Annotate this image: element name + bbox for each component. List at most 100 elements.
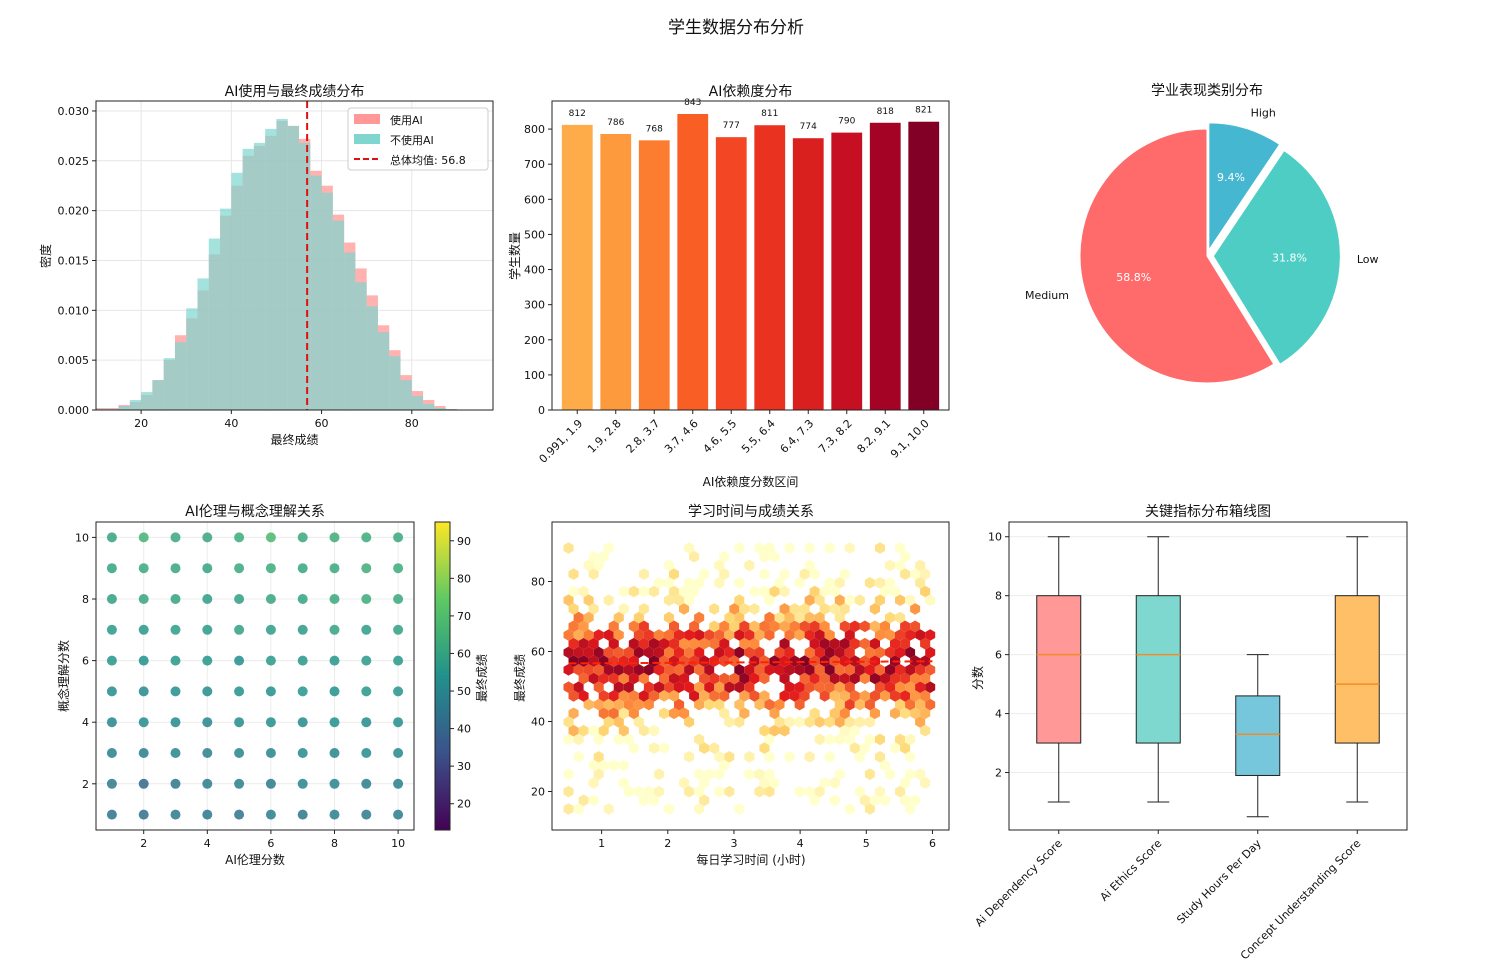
hexbin-cell: [910, 655, 921, 667]
hexbin-cell: [819, 637, 830, 650]
hexbin-cell: [669, 637, 679, 650]
hist-title: AI使用与最终成绩分布: [225, 83, 365, 100]
hexbin-cell: [804, 594, 815, 606]
hist-bar-no-ai: [287, 125, 300, 410]
hexbin-cell: [568, 603, 579, 615]
hexbin-cell: [809, 794, 820, 807]
scatter-point: [138, 717, 149, 728]
hist-ytick-label: 0.005: [58, 354, 90, 367]
hexbin-cell: [794, 698, 805, 711]
scatter-xtick-label: 2: [140, 837, 147, 850]
scatter-point: [265, 686, 276, 697]
hexbin-cell: [819, 585, 830, 598]
hexbin-cell: [829, 777, 840, 789]
hexbin-cell: [734, 594, 745, 606]
hexbin-cell: [739, 707, 750, 720]
hexbin-cell: [880, 585, 890, 598]
hist-bar-no-ai: [344, 252, 356, 410]
bar-xtick-label: 4.6, 5.5: [700, 417, 739, 456]
hexbin-cell: [844, 664, 855, 676]
hexbin-cell: [814, 594, 825, 606]
hexbin-cell: [784, 716, 795, 728]
pie-panel: 学业表现类别分布 9.4% High 31.8% Low 58.8% Medium: [1025, 83, 1379, 384]
scatter-point: [393, 748, 404, 758]
hexbin-ylabel: 最终成绩: [512, 654, 527, 702]
hexbin-cell: [749, 690, 760, 702]
hexbin-cell: [709, 690, 720, 702]
hexbin-cell: [608, 620, 619, 633]
hexbin-cell: [608, 690, 619, 702]
hexbin-cell: [809, 585, 820, 598]
hexbin-cell: [824, 716, 835, 728]
hexbin-xtick-label: 4: [797, 837, 804, 850]
hexbin-cell: [638, 620, 649, 633]
pie-slice: [1208, 122, 1281, 252]
hexbin-cell: [603, 646, 614, 659]
hexbin-cell: [839, 620, 850, 633]
pie-title: 学业表现类别分布: [1151, 83, 1263, 99]
colorbar-tick-label: 90: [457, 535, 471, 548]
hexbin-cell: [739, 672, 750, 685]
hexbin-cell: [749, 620, 760, 633]
hist-ylabel: 密度: [38, 244, 53, 268]
hexbin-cell: [814, 611, 825, 624]
hexbin-cell: [920, 777, 931, 789]
hexbin-cell: [809, 707, 820, 720]
hist-panel: AI使用与最终成绩分布 最终成绩 密度 20 40 60 80 0.000 0.005 0.…: [38, 83, 494, 447]
hexbin-cell: [669, 672, 679, 685]
hexbin-cell: [598, 672, 609, 685]
hexbin-cell: [834, 716, 845, 728]
hexbin-cell: [864, 733, 875, 746]
hexbin-cell: [895, 733, 906, 746]
hexbin-cell: [905, 594, 916, 606]
bar-ytick-label: 500: [524, 228, 545, 241]
hexbin-cell: [849, 672, 860, 685]
hexbin-cell: [869, 603, 880, 615]
hexbin-cell: [814, 733, 825, 746]
hexbin-cell: [759, 724, 770, 737]
hexbin-cell: [895, 681, 906, 693]
hexbin-cell: [799, 690, 810, 702]
hexbin-cell: [769, 724, 780, 737]
hexbin-cell: [844, 681, 855, 693]
hexbin-cell: [804, 681, 815, 693]
hexbin-cell: [789, 690, 800, 702]
hist-bar-no-ai: [411, 396, 424, 410]
hexbin-cell: [598, 550, 609, 563]
colorbar-tick-label: 70: [457, 610, 471, 623]
hexbin-cell: [880, 620, 890, 633]
hexbin-cell: [819, 620, 830, 633]
scatter-point: [234, 778, 245, 789]
hexbin-cell: [684, 716, 695, 728]
hist-ytick-label: 0.030: [58, 105, 90, 118]
hexbin-cell: [613, 698, 624, 711]
hexbin-cell: [759, 672, 770, 685]
hexbin-cell: [769, 777, 780, 789]
hexbin-cell: [854, 594, 865, 606]
hexbin-cell: [618, 777, 629, 789]
hist-bar-no-ai: [299, 142, 311, 411]
scatter-point: [170, 748, 181, 758]
hexbin-cell: [829, 690, 840, 702]
scatter-point: [329, 778, 340, 789]
scatter-xtick-label: 10: [391, 837, 405, 850]
hexbin-cell: [920, 690, 931, 702]
hist-bar-no-ai: [118, 406, 130, 410]
scatter-point: [393, 594, 404, 604]
hexbin-cell: [684, 751, 695, 763]
box-ytick-label: 2: [995, 767, 1002, 780]
hexbin-cell: [618, 690, 629, 702]
hexbin-cell: [910, 568, 921, 580]
hexbin-cell: [684, 664, 695, 676]
hexbin-cell: [598, 724, 609, 737]
hexbin-cell: [804, 629, 815, 641]
bar-value-label: 812: [569, 109, 586, 119]
bar-xtick-label: 6.4, 7.3: [777, 417, 816, 456]
hexbin-cell: [854, 751, 865, 763]
hexbin-cell: [573, 611, 584, 624]
bar-rect: [908, 121, 940, 411]
hexbin-cell: [583, 646, 594, 659]
box-panel: 关键指标分布箱线图 分数 Ai Dependency Score Ai Ethic…: [970, 504, 1408, 962]
hexbin-cell: [804, 611, 815, 624]
scatter-point: [393, 563, 404, 574]
